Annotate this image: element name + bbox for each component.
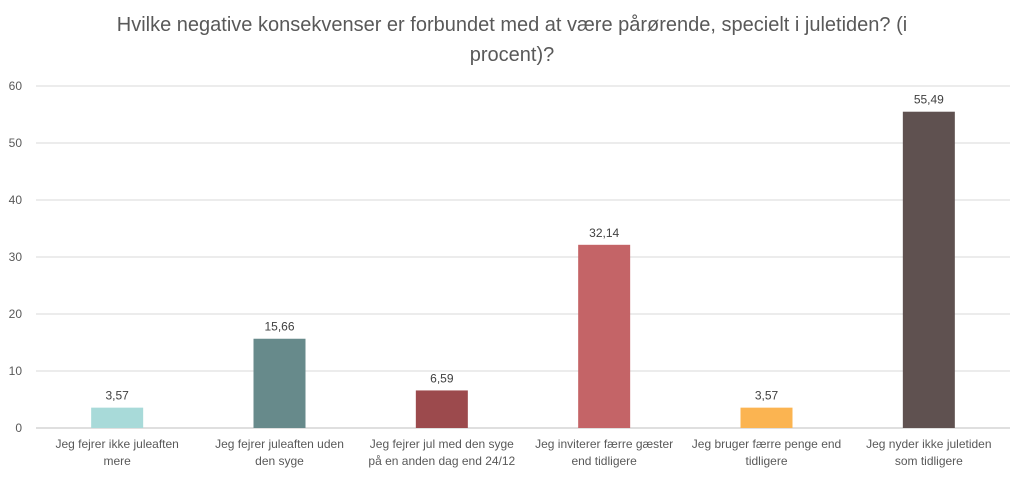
x-tick-label: Jeg nyder ikke juletiden som tidligere <box>866 437 992 468</box>
data-label: 3,57 <box>755 389 779 403</box>
x-tick-label: Jeg bruger færre penge end tidligere <box>691 437 842 468</box>
bar <box>415 390 468 428</box>
y-tick-label: 40 <box>9 193 23 207</box>
bar <box>253 338 306 428</box>
bar <box>740 407 793 428</box>
x-tick-label: Jeg fejrer juleaften uden den syge <box>215 437 344 468</box>
data-label: 6,59 <box>430 371 454 385</box>
y-tick-label: 30 <box>9 250 23 264</box>
y-tick-label: 10 <box>9 364 23 378</box>
bar <box>578 244 631 428</box>
x-tick-label: Jeg fejrer jul med den syge på en anden … <box>368 437 516 468</box>
y-tick-label: 20 <box>9 307 23 321</box>
y-tick-label: 60 <box>9 79 23 93</box>
x-tick-label: Jeg fejrer ikke juleaften mere <box>55 437 179 468</box>
y-tick-label: 50 <box>9 136 23 150</box>
data-label: 55,49 <box>914 93 944 107</box>
x-tick-label: Jeg inviterer færre gæster end tidligere <box>535 437 674 468</box>
bar <box>91 407 144 428</box>
bar <box>902 111 955 428</box>
data-label: 32,14 <box>589 226 619 240</box>
data-label: 3,57 <box>105 389 129 403</box>
chart-title: Hvilke negative konsekvenser er forbunde… <box>116 14 908 66</box>
data-label: 15,66 <box>264 320 294 334</box>
y-tick-label: 0 <box>15 421 22 435</box>
